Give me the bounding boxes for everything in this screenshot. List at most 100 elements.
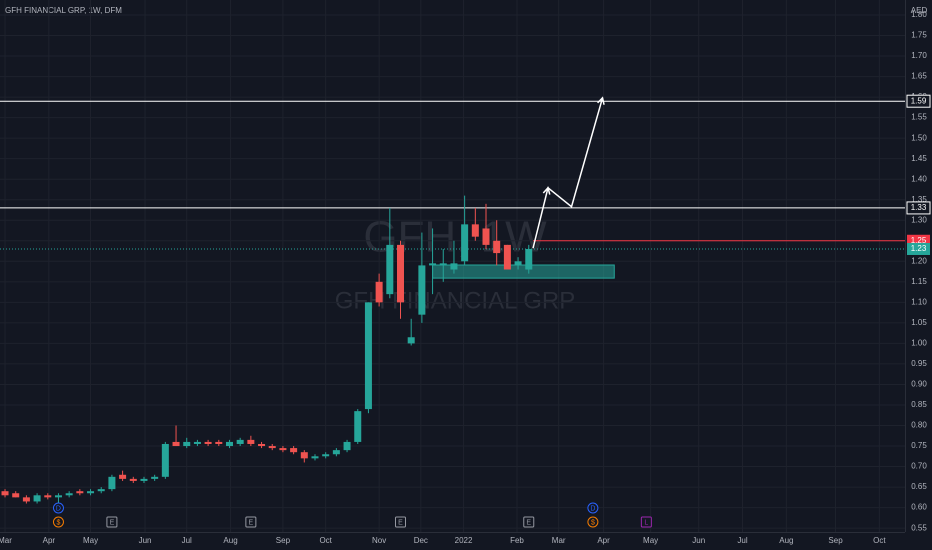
y-tick-label: 0.60 (911, 503, 927, 512)
y-tick-label: 1.70 (911, 51, 927, 60)
x-tick-label: 2022 (455, 536, 473, 545)
x-tick-label: Sep (276, 536, 291, 545)
candle-body (1, 491, 9, 496)
event-marker (52, 516, 64, 528)
event-label: E (249, 519, 254, 526)
event-label: E (398, 519, 403, 526)
arrow-head (542, 186, 551, 195)
price-label-box (906, 94, 931, 108)
candle-body (514, 261, 522, 266)
x-tick-label: Sep (828, 536, 843, 545)
x-tick-label: Oct (873, 536, 886, 545)
candle-body (33, 495, 41, 502)
candle-body (418, 265, 426, 315)
event-marker (395, 516, 407, 528)
event-badge (245, 516, 257, 528)
event-badge (523, 516, 535, 528)
event-marker (245, 516, 257, 528)
arrow-head (597, 96, 605, 105)
candle-body (247, 439, 255, 444)
candle-body (332, 450, 340, 455)
y-tick-label: 1.80 (911, 10, 927, 19)
event-label: D (56, 505, 61, 512)
x-tick-label: Aug (779, 536, 793, 545)
event-badge (106, 516, 118, 528)
event-badge (587, 502, 599, 514)
watermark: GFH FINANCIAL GRP (335, 287, 575, 314)
candle-body (525, 248, 533, 270)
y-tick-label: 0.85 (911, 400, 927, 409)
candle-body (54, 495, 62, 498)
candle-body (204, 441, 212, 444)
x-tick-label: Oct (319, 536, 332, 545)
candle-body (482, 228, 490, 245)
candle-body (87, 491, 95, 494)
candle-body (343, 441, 351, 451)
candle-body (354, 411, 362, 442)
candle-body (65, 493, 73, 496)
x-tick-label: Jun (692, 536, 705, 545)
candle-body (461, 224, 469, 262)
candle-body (12, 493, 20, 498)
y-tick-label: 1.20 (911, 256, 927, 265)
event-label: $ (591, 519, 595, 526)
candle-body (279, 448, 287, 451)
y-tick-label: 0.55 (911, 523, 927, 532)
x-tick-label: Nov (372, 536, 386, 545)
event-marker (106, 516, 118, 528)
y-tick-label: 1.45 (911, 154, 927, 163)
y-tick-label: 0.65 (911, 482, 927, 491)
event-label: E (526, 519, 531, 526)
candle-body (397, 244, 405, 303)
y-tick-label: 0.90 (911, 380, 927, 389)
candle-body (322, 454, 330, 457)
candle-body (119, 474, 127, 479)
currency: AED (911, 6, 928, 15)
price-label-box (906, 201, 931, 215)
y-tick-label: 1.10 (911, 297, 927, 306)
event-badge (640, 516, 652, 528)
x-tick-label: Feb (510, 536, 524, 545)
x-tick-label: Apr (43, 536, 56, 545)
price-label: 1.33 (911, 203, 927, 212)
candle-body (450, 263, 458, 270)
arrow-path (532, 97, 604, 249)
candle-body (108, 476, 116, 490)
event-label: D (590, 505, 595, 512)
x-tick-label: May (83, 536, 98, 545)
candle-body (258, 443, 266, 447)
event-badge (52, 502, 64, 514)
y-tick-label: 0.75 (911, 441, 927, 450)
event-badge (52, 516, 64, 528)
candle-body (161, 443, 169, 477)
x-tick-label: Dec (414, 536, 428, 545)
candle-body (22, 497, 30, 502)
candle-body (140, 478, 148, 481)
x-tick-label: Mar (552, 536, 566, 545)
price-label: 1.25 (911, 236, 927, 245)
price-label: 1.59 (911, 96, 927, 105)
y-tick-label: 0.95 (911, 359, 927, 368)
y-tick-label: 1.30 (911, 215, 927, 224)
candle-body (439, 263, 447, 266)
y-tick-label: 1.05 (911, 318, 927, 327)
event-badge (587, 516, 599, 528)
candle-body (172, 441, 180, 447)
event-badge (395, 516, 407, 528)
candle-body (471, 224, 479, 237)
zone (432, 264, 615, 279)
x-tick-label: Apr (597, 536, 610, 545)
candle-body (129, 478, 137, 481)
event-label: E (110, 519, 115, 526)
candle-body (429, 263, 437, 266)
candle-body (151, 476, 159, 479)
event-marker (587, 516, 599, 528)
candle-body (311, 456, 319, 459)
y-tick-label: 0.80 (911, 421, 927, 430)
candle-body (225, 441, 233, 447)
chart-title: GFH FINANCIAL GRP, 1W, DFM (5, 6, 122, 15)
y-tick-label: 0.70 (911, 462, 927, 471)
candle-body (268, 446, 276, 449)
